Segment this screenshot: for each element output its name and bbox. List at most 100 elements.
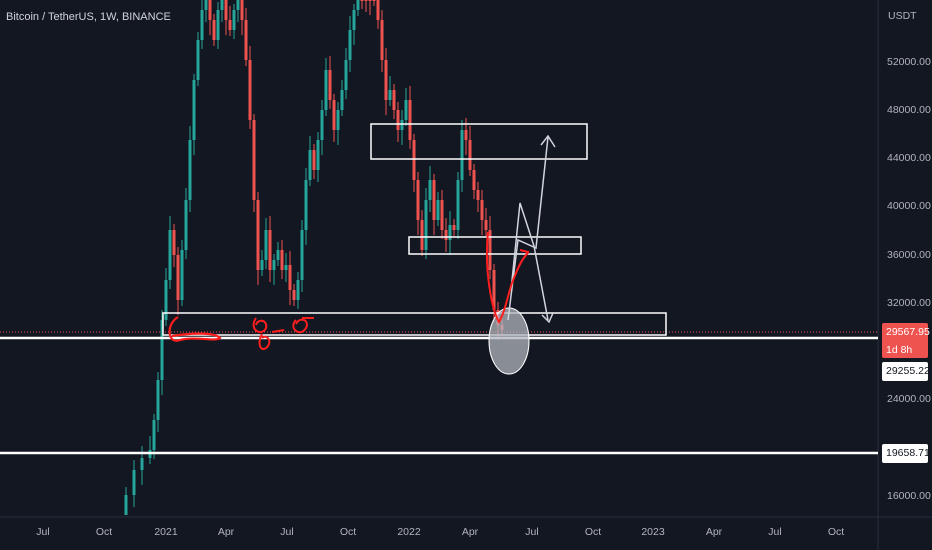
candle-body	[264, 230, 268, 260]
candle-body	[352, 10, 356, 30]
candle-body	[392, 90, 396, 110]
time-label: Oct	[584, 526, 602, 538]
time-label: Oct	[339, 526, 357, 538]
red-freehand-annotations[interactable]	[168, 231, 530, 351]
candle-body	[192, 80, 196, 140]
candle-body	[140, 458, 144, 470]
candle-body	[360, 0, 364, 1]
time-label: 2021	[154, 526, 178, 538]
arrow-head-up-icon	[540, 134, 556, 148]
candle-body	[380, 20, 384, 60]
candle-body	[240, 0, 244, 20]
candle-body	[452, 225, 456, 230]
candle-body	[236, 0, 240, 10]
level-tag-29255: 29255.22	[882, 362, 930, 381]
time-label: Apr	[461, 526, 479, 538]
candle-body	[436, 200, 440, 220]
candle-body	[272, 260, 276, 270]
time-label: Oct	[827, 526, 845, 538]
candle-body	[220, 0, 224, 10]
candle-body	[344, 60, 348, 90]
price-label: 48000.00	[887, 104, 931, 116]
red-scribble-right[interactable]	[292, 317, 314, 334]
candle-body	[472, 170, 476, 190]
candle-body	[224, 0, 228, 20]
candle-body	[184, 200, 188, 250]
red-path-projection[interactable]	[485, 231, 529, 324]
bar-countdown-tag: 1d 8h	[882, 342, 928, 358]
candle-body	[280, 250, 284, 270]
candle-body	[288, 265, 292, 290]
time-label: Jul	[36, 526, 50, 538]
candle-body	[416, 180, 420, 220]
candle-body	[304, 180, 308, 230]
candle-body	[456, 180, 460, 230]
price-label: 24000.00	[887, 393, 931, 405]
candle-body	[404, 100, 408, 120]
candle-body	[232, 10, 236, 30]
candle-body	[484, 220, 488, 230]
candle-body	[156, 380, 160, 420]
bearish-path-arrow[interactable]	[510, 202, 549, 321]
candle-body	[248, 60, 252, 120]
candle-body	[268, 230, 272, 270]
candle-body	[460, 130, 464, 180]
candle-body	[320, 110, 324, 140]
candle-body	[256, 200, 260, 270]
candle-body	[196, 40, 200, 80]
candle-body	[400, 120, 404, 130]
time-label: 2023	[641, 526, 665, 538]
candle-body	[132, 470, 136, 495]
resistance-box-upper[interactable]	[370, 123, 588, 160]
time-label: Jul	[525, 526, 539, 538]
price-label: 52000.00	[887, 56, 931, 68]
candle-body	[316, 140, 320, 170]
candle-body	[420, 220, 424, 250]
time-label: Jul	[280, 526, 294, 538]
candle-body	[296, 280, 300, 300]
candle-body	[424, 200, 428, 250]
support-box[interactable]	[162, 312, 667, 336]
price-axis-currency: USDT	[888, 10, 917, 22]
user-drawings[interactable]	[0, 123, 878, 455]
red-scribble-mid[interactable]	[252, 317, 271, 351]
candle-body	[228, 20, 232, 30]
candle-body	[396, 110, 400, 130]
candle-body	[176, 255, 180, 300]
candle-body	[492, 270, 496, 310]
level-tag-19658: 19658.71	[882, 444, 930, 463]
candle-body	[284, 265, 288, 270]
candle-body	[276, 250, 280, 260]
candle-body	[464, 130, 468, 140]
candle-body	[488, 230, 492, 270]
candle-body	[448, 225, 452, 240]
candle-body	[388, 90, 392, 100]
candle-body	[260, 260, 264, 270]
price-label: 40000.00	[887, 200, 931, 212]
candle-body	[444, 230, 448, 240]
chart-background	[0, 0, 878, 550]
candle-body	[440, 200, 444, 230]
red-scribble-left[interactable]	[168, 316, 222, 342]
red-arrow-head-icon	[519, 249, 530, 259]
candle-body	[216, 10, 220, 40]
candle-body	[208, 0, 212, 20]
candle-body	[332, 100, 336, 130]
candle-body	[340, 90, 344, 110]
price-label: 36000.00	[887, 249, 931, 261]
candle-body	[368, 0, 372, 1]
candle-body	[292, 290, 296, 300]
price-axis-background[interactable]	[878, 0, 932, 550]
candle-body	[432, 180, 436, 220]
candle-body	[172, 230, 176, 255]
candle-body	[348, 30, 352, 60]
candle-body	[124, 495, 128, 515]
candle-body	[312, 150, 316, 170]
candle-body	[384, 60, 388, 100]
symbol-title[interactable]: Bitcoin / TetherUS, 1W, BINANCE	[6, 11, 171, 23]
candle-body	[376, 0, 380, 20]
resistance-box-middle[interactable]	[408, 236, 582, 255]
candle-body	[408, 100, 412, 140]
candle-body	[212, 20, 216, 40]
